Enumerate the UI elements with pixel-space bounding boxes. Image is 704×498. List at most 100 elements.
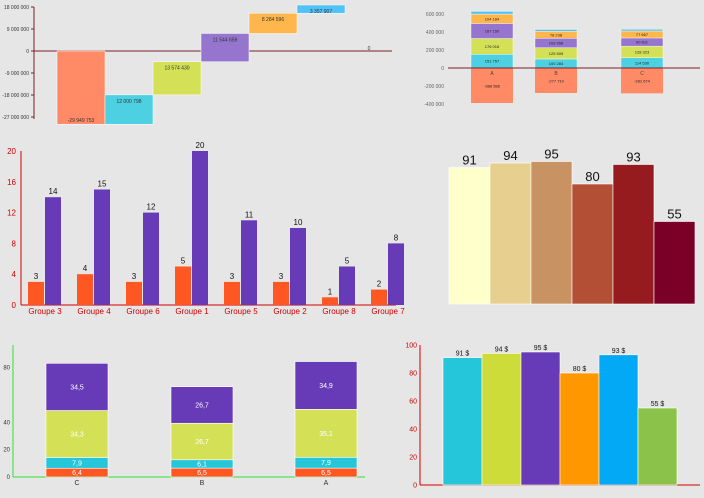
bar-value-label: 95 [544,147,558,162]
segment-label: 77 667 [636,32,649,37]
segment-label: 78 238 [550,32,563,37]
bar-value-label: 3 357 907 [310,9,332,15]
segment-label: -277 710 [548,78,565,83]
grouped-bar [388,243,404,305]
y-tick-label: 200 000 [426,48,444,54]
grouped-bar [126,281,142,305]
grouped-bar [322,297,338,305]
grouped-bar [273,281,289,305]
grouped-bar [143,212,159,305]
plain-bars-chart: 91 94 95 80 93 55 [440,140,704,310]
waterfall-bar [104,94,154,125]
stacked-big-chart: 80 40 20 0 6,4 7,9 34,3 34,5 C 6,5 6,1 26,7 26,7 B 6,5… [0,345,370,498]
dollar-bar [520,351,561,486]
category-label: Groupe 7 [371,307,405,316]
grouped-bar [45,197,61,305]
category-label: Groupe 4 [77,307,111,316]
segment-label: -388 586 [484,83,501,88]
bar-value-label: 13 574 430 [164,66,189,72]
bar-value-label: 8 284 596 [262,17,284,23]
segment-label: 6,5 [197,470,207,477]
y-tick-label: 80 [409,371,417,378]
bar-value-label: 94 [503,148,517,163]
stacked-big-chart-svg: 80 40 20 0 6,4 7,9 34,3 34,5 C 6,5 6,1 26,7 26,7 B 6,5… [3,345,365,487]
bar-value-label: 3 [279,272,284,281]
waterfall-bar [152,61,202,96]
plain-bar [571,183,614,305]
segment-label: 176 016 [485,44,500,49]
segment-label: 34,9 [319,383,333,390]
segment-label: 125 505 [549,51,564,56]
y-tick-label: 20 [409,455,417,462]
segment-label: 151 757 [485,59,500,64]
waterfall-bar [296,4,346,14]
segment-label: -281 674 [634,79,651,84]
bar-value-label: 4 [83,264,88,273]
bar-value-label: 11 544 659 [213,37,238,43]
grouped-bar [371,289,387,305]
category-label: A [324,480,329,487]
y-tick-label: -9 000 000 [5,71,29,77]
y-tick-label: 0 [7,475,11,481]
category-label: B [554,71,558,77]
category-label: Groupe 3 [28,307,62,316]
segment-label: 7,9 [321,460,331,467]
stacked-segment [621,68,663,94]
plain-bar [489,162,532,305]
stacked-segment [620,28,664,32]
dollar-bar [559,372,600,486]
category-label: C [640,71,644,77]
bar-value-label: 55 $ [651,401,665,408]
y-tick-label: 20 [3,448,10,454]
dollar-bar [481,353,522,486]
grouped-bar [175,266,191,305]
bar-value-label: 5 [181,257,186,266]
y-tick-label: 0 [441,66,444,72]
y-tick-label: 18 000 000 [4,5,29,11]
grouped-bar [77,274,93,305]
bar-value-label: 5 [345,257,350,266]
category-label: B [200,480,205,487]
bar-value-label: 3 [230,272,235,281]
bar-value-label: 12 [147,203,156,212]
y-tick-label: 4 [12,270,17,279]
bar-value-label: 93 $ [612,348,626,355]
bar-value-label: 3 [132,272,137,281]
plain-bar [653,221,696,305]
segment-label: 6,5 [321,470,331,477]
stacked-segment [471,68,513,103]
grouped-bar [192,151,208,305]
dollar-bar [442,357,483,486]
stacked-segment [170,386,234,424]
waterfall-bar [200,33,250,62]
y-tick-label: 0 [12,301,17,310]
y-tick-label: 40 [3,420,10,426]
category-label: C [74,480,79,487]
y-tick-label: 60 [409,399,417,406]
stacked-segment [294,408,358,458]
grouped-bar [28,281,44,305]
stacked-small-chart: 600 000 400 000 200 000 0 -200 000 -400 000 -3… [420,0,704,120]
bar-value-label: 91 $ [456,351,470,358]
stacked-small-chart-svg: 600 000 400 000 200 000 0 -200 000 -400 000 -3… [424,11,700,108]
category-label: Groupe 2 [273,307,307,316]
bar-value-label: 3 [34,272,39,281]
category-label: Groupe 8 [322,307,356,316]
y-tick-label: 16 [7,178,16,187]
y-tick-label: 80 [3,366,10,372]
bar-value-label: 55 [667,207,681,222]
grouped-bar [241,220,257,305]
y-tick-label: 40 [409,427,417,434]
y-tick-label: -400 000 [424,102,444,108]
segment-label: 34,5 [70,384,84,391]
y-tick-label: -18 000 000 [2,93,29,99]
y-tick-label: 12 [7,209,16,218]
segment-label: 26,7 [195,402,209,409]
bar-value-label: 93 [626,150,640,165]
stacked-segment [534,29,578,32]
category-label: Groupe 6 [126,307,160,316]
bar-value-label: 8 [394,233,399,242]
y-tick-label: 400 000 [426,30,444,36]
plain-bar [448,167,491,305]
